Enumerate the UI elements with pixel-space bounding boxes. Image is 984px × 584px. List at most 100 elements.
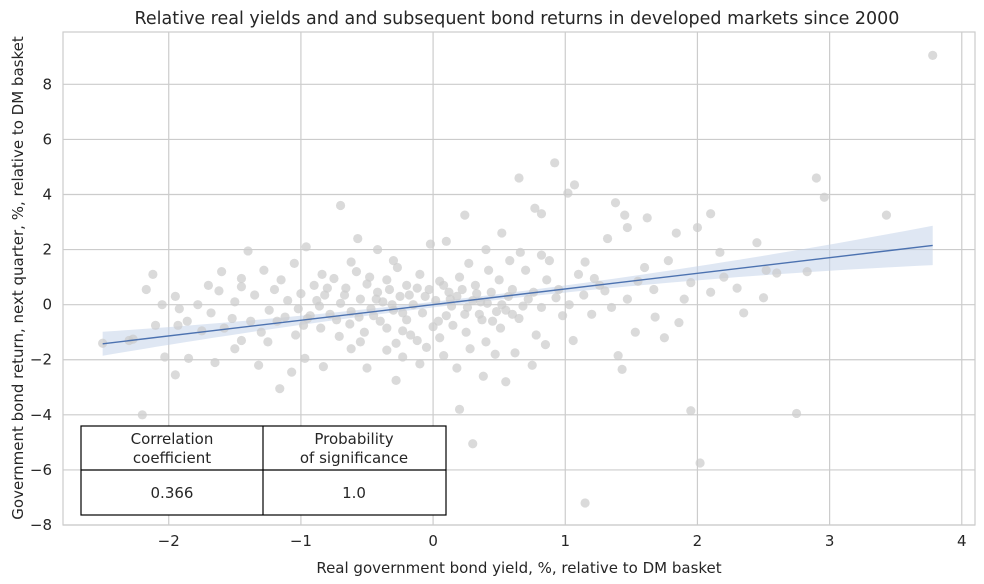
scatter-point xyxy=(518,301,528,311)
scatter-point xyxy=(580,257,590,267)
scatter-point xyxy=(715,247,725,257)
scatter-point xyxy=(183,353,194,363)
scatter-point xyxy=(761,265,771,275)
scatter-point xyxy=(431,295,441,306)
scatter-point xyxy=(420,291,430,302)
scatter-point xyxy=(425,239,436,249)
scatter-point xyxy=(395,291,405,302)
scatter-point xyxy=(382,345,392,355)
scatter-point xyxy=(563,188,573,198)
scatter-point xyxy=(791,408,802,419)
scatter-point xyxy=(210,357,220,368)
scatter-point xyxy=(345,319,355,329)
scatter-point xyxy=(521,265,531,275)
stats-header-correlation-line1: Correlation xyxy=(131,430,214,448)
scatter-point xyxy=(441,311,451,321)
scatter-point xyxy=(346,344,356,354)
scatter-point xyxy=(470,280,480,290)
scatter-point xyxy=(478,371,488,381)
scatter-point xyxy=(692,222,703,233)
scatter-point xyxy=(219,323,229,333)
scatter-point xyxy=(322,283,332,293)
scatter-point xyxy=(424,284,434,295)
scatter-point xyxy=(540,340,551,350)
scatter-point xyxy=(317,269,327,279)
scatter-point xyxy=(544,255,555,266)
scatter-point xyxy=(497,228,507,238)
scatter-point xyxy=(679,294,689,304)
scatter-point xyxy=(569,180,580,190)
scatter-point xyxy=(227,313,237,324)
scatter-point xyxy=(170,291,180,302)
scatter-point xyxy=(527,360,537,370)
scatter-point xyxy=(193,300,203,310)
scatter-point xyxy=(568,335,578,346)
scatter-point xyxy=(639,262,650,273)
scatter-point xyxy=(148,269,158,279)
scatter-point xyxy=(150,320,161,330)
scatter-point xyxy=(610,198,621,208)
scatter-point xyxy=(551,293,561,303)
x-tick-label: 2 xyxy=(693,532,703,550)
scatter-point xyxy=(341,283,351,293)
scatter-point xyxy=(398,326,408,336)
scatter-point xyxy=(182,316,192,326)
scatter-point xyxy=(291,330,301,340)
scatter-point xyxy=(490,349,500,359)
scatter-point xyxy=(272,316,282,326)
scatter-point xyxy=(481,244,491,255)
scatter-point xyxy=(415,359,425,369)
scatter-point xyxy=(398,352,408,362)
confidence-band-layer xyxy=(102,225,933,356)
scatter-point xyxy=(622,222,632,233)
scatter-point xyxy=(243,246,253,256)
scatter-point xyxy=(354,312,364,322)
scatter-point xyxy=(739,308,749,318)
x-tick-label: 1 xyxy=(560,532,570,550)
x-tick-label: 4 xyxy=(957,532,967,550)
scatter-point xyxy=(465,344,475,354)
scatter-point xyxy=(280,312,290,322)
scatter-point xyxy=(620,210,630,220)
scatter-point xyxy=(382,323,392,333)
scatter-point xyxy=(160,352,170,362)
scatter-point xyxy=(587,309,597,319)
scatter-point xyxy=(250,290,260,300)
y-tick-label: −6 xyxy=(30,461,52,479)
scatter-point xyxy=(468,439,478,449)
x-axis-title: Real government bond yield, %, relative … xyxy=(316,559,721,577)
scatter-point xyxy=(460,309,470,319)
scatter-point xyxy=(650,312,660,322)
scatter-point xyxy=(372,244,383,255)
scatter-point xyxy=(137,410,147,420)
scatter-point xyxy=(230,344,240,354)
scatter-point xyxy=(477,315,487,325)
scatter-point xyxy=(391,338,401,348)
scatter-point xyxy=(214,286,224,296)
scatter-point xyxy=(444,287,454,297)
scatter-point xyxy=(264,305,274,315)
stats-table: Correlation coefficient Probability of s… xyxy=(80,425,447,516)
stats-header-probability-line1: Probability xyxy=(314,430,393,448)
scatter-point xyxy=(536,302,547,313)
scatter-point xyxy=(706,209,716,219)
scatter-point xyxy=(659,333,669,343)
scatter-point xyxy=(203,280,213,290)
scatter-point xyxy=(263,337,273,347)
scatter-point xyxy=(758,293,769,303)
scatter-point xyxy=(391,375,401,386)
scatter-point xyxy=(706,287,716,297)
scatter-point xyxy=(445,294,455,304)
scatter-point xyxy=(439,351,449,361)
scatter-point xyxy=(686,406,696,416)
scatter-point xyxy=(523,294,533,304)
scatter-point xyxy=(542,275,552,285)
scatter-point xyxy=(510,348,520,358)
x-tick-label: −1 xyxy=(290,532,312,550)
scatter-point xyxy=(530,203,540,213)
scatter-point xyxy=(217,267,227,277)
confidence-band xyxy=(102,225,933,356)
y-tick-label: 2 xyxy=(42,241,52,259)
scatter-point xyxy=(515,247,525,257)
scatter-point xyxy=(353,233,363,244)
